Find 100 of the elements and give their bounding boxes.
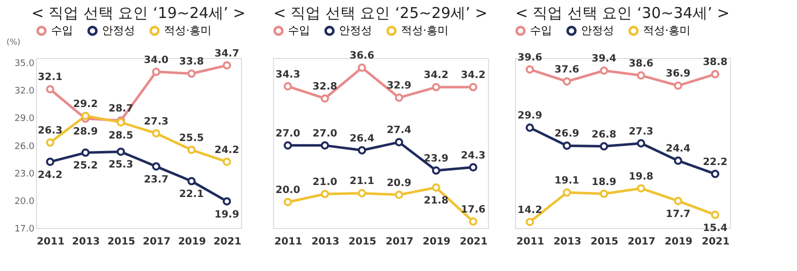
point: [636, 71, 646, 80]
data-label: 17.6: [460, 204, 486, 216]
data-label: 27.4: [386, 125, 412, 136]
data-label: 21.1: [350, 176, 374, 188]
point: [320, 141, 330, 150]
data-label: 15.4: [702, 222, 728, 234]
point: [46, 138, 54, 147]
point: [284, 141, 292, 150]
point: [81, 148, 90, 157]
y-axis-title: (%): [6, 38, 20, 46]
point: [600, 190, 608, 198]
point: [394, 190, 404, 199]
point: [152, 68, 160, 76]
data-label: 23.7: [144, 174, 169, 186]
legend-label: 안정성: [581, 24, 614, 37]
data-label: 26.9: [554, 128, 580, 140]
point: [636, 184, 646, 193]
x-tick-label: 2019: [664, 236, 693, 248]
point: [81, 112, 90, 120]
point: [526, 65, 534, 74]
x-tick-label: 2017: [142, 236, 171, 248]
point: [187, 176, 196, 186]
point: [711, 70, 720, 78]
point: [469, 217, 478, 226]
chart-title: < 직업 선택 요인 ‘25~29세’ >: [273, 4, 488, 22]
y-tick-label: 23.0: [14, 169, 35, 180]
point: [562, 142, 572, 150]
data-label: 34.2: [460, 70, 486, 82]
legend-label: 수입: [530, 24, 552, 37]
data-label: 27.0: [312, 128, 338, 140]
point: [46, 158, 54, 166]
data-label: 32.9: [386, 80, 412, 92]
data-label: 25.2: [73, 160, 98, 172]
point: [600, 142, 608, 150]
chart-title: < 직업 선택 요인 ‘19~24세’ >: [31, 4, 246, 22]
point: [284, 198, 292, 206]
legend-label: 적성·흥미: [164, 24, 212, 37]
chart-title: < 직업 선택 요인 ‘30~34세’ >: [515, 4, 730, 22]
data-label: 19.1: [554, 176, 580, 187]
data-label: 21.8: [424, 196, 448, 207]
data-label: 38.8: [702, 57, 728, 68]
x-tick-label: 2013: [553, 236, 582, 248]
point: [284, 82, 292, 90]
x-tick-label: 2017: [628, 236, 656, 248]
data-label: 18.9: [592, 176, 616, 188]
data-label: 24.2: [38, 170, 63, 181]
point: [187, 69, 196, 78]
point: [358, 146, 366, 154]
x-tick-label: 2015: [107, 236, 136, 248]
x-tick-label: 2011: [516, 236, 544, 248]
data-label: 38.6: [628, 58, 654, 70]
data-label: 25.5: [179, 132, 204, 144]
x-tick-label: 2019: [422, 236, 451, 248]
data-label: 27.0: [275, 128, 300, 140]
y-tick-label: 29.0: [14, 114, 35, 124]
data-label: 24.2: [214, 144, 240, 156]
y-tick-label: 26.0: [14, 142, 35, 152]
point: [469, 163, 478, 172]
x-tick-label: 2021: [702, 236, 730, 248]
legend-label: 안정성: [339, 24, 372, 37]
legend-label: 수입: [288, 24, 310, 37]
point: [562, 77, 572, 86]
point: [358, 189, 366, 198]
data-label: 34.7: [214, 48, 240, 60]
data-label: 36.6: [350, 50, 374, 62]
point: [469, 82, 478, 92]
point: [432, 82, 440, 92]
x-tick-label: 2017: [386, 236, 414, 248]
legend-label: 적성·흥미: [401, 24, 448, 37]
data-label: 20.0: [275, 185, 300, 196]
data-label: 34.2: [424, 70, 448, 82]
x-tick-label: 2015: [348, 236, 376, 248]
point: [636, 139, 646, 148]
point: [674, 156, 682, 165]
data-label: 26.4: [350, 133, 374, 144]
data-label: 29.2: [73, 98, 98, 110]
x-tick-label: 2013: [311, 236, 340, 248]
point: [526, 124, 534, 132]
legend-label: 수입: [51, 24, 73, 37]
data-label: 37.6: [554, 64, 580, 76]
data-label: 26.8: [592, 129, 616, 140]
y-tick-label: 35.0: [14, 59, 35, 70]
y-tick-label: 32.0: [14, 86, 35, 97]
point: [222, 61, 232, 70]
x-tick-label: 2015: [590, 236, 618, 248]
data-label: 26.3: [38, 126, 63, 137]
point: [526, 218, 534, 226]
data-label: 22.1: [179, 189, 204, 200]
data-label: 23.9: [424, 154, 448, 165]
data-label: 19.8: [628, 171, 654, 182]
data-label: 39.6: [517, 52, 542, 64]
data-label: 27.3: [628, 126, 654, 138]
data-label: 21.0: [312, 177, 338, 188]
point: [711, 210, 720, 219]
data-label: 24.4: [666, 144, 690, 155]
x-tick-label: 2013: [72, 236, 100, 248]
point: [222, 158, 232, 166]
point: [562, 188, 572, 197]
x-tick-label: 2021: [213, 236, 242, 248]
data-label: 39.4: [592, 54, 616, 65]
